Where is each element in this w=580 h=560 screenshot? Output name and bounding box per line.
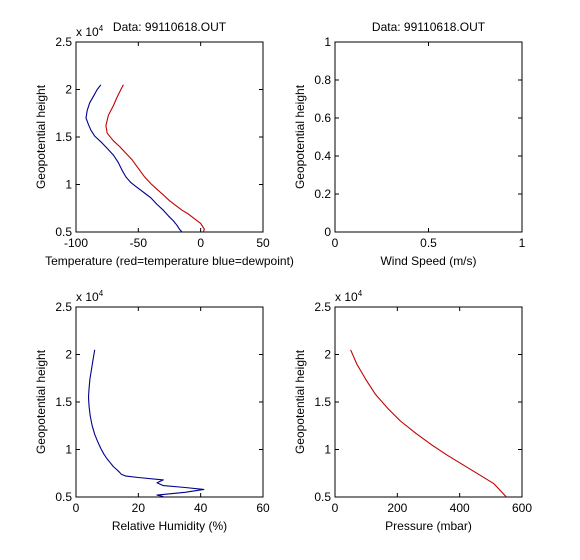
y-exponent-label: x 104	[335, 289, 363, 304]
y-tick-label: 0.8	[314, 73, 331, 87]
y-exponent-label: x 104	[76, 289, 104, 304]
y-exponent-label: x 104	[76, 24, 104, 39]
plot-frame	[334, 41, 523, 233]
x-tick-label: 40	[194, 501, 208, 515]
y-tick-label: 1	[324, 35, 331, 49]
y-tick-label: 0.4	[314, 149, 331, 163]
y-tick-label: 1	[65, 178, 72, 192]
y-tick-label: 2.5	[314, 300, 331, 314]
x-axis-label: Pressure (mbar)	[385, 519, 472, 533]
chart-title: Data: 99110618.OUT	[113, 20, 227, 34]
plot-frame	[75, 41, 264, 233]
x-tick-label: 1	[519, 236, 526, 250]
y-tick-label: 2.5	[55, 300, 72, 314]
x-tick-label: 600	[512, 501, 532, 515]
series-line-1	[87, 349, 205, 498]
plot-frame	[334, 306, 523, 498]
y-tick-label: 1.5	[314, 395, 331, 409]
y-axis-label: Geopotential height	[293, 84, 307, 189]
y-tick-label: 1.5	[55, 395, 72, 409]
y-tick-label: 0.5	[55, 225, 72, 239]
x-tick-label: 0	[332, 236, 339, 250]
x-tick-label: 20	[132, 501, 146, 515]
y-tick-label: 0	[324, 225, 331, 239]
chart-panel-4: 0 200 400 600 0.5 1 1.5 2 2.5 x 104 Pressure (mbar…	[293, 289, 532, 533]
series-line-1	[350, 349, 507, 498]
x-tick-label: 200	[387, 501, 407, 515]
y-tick-label: 2.5	[55, 35, 72, 49]
y-tick-label: 2	[65, 83, 72, 97]
y-axis-label: Geopotential height	[293, 349, 307, 454]
chart-panel-3: 0 20 40 60 0.5 1 1.5 2 2.5 x 104 Relative Humidity…	[34, 289, 270, 533]
x-tick-label: 0	[332, 501, 339, 515]
y-axis-label: Geopotential height	[34, 349, 48, 454]
y-tick-label: 0.2	[314, 187, 331, 201]
x-tick-label: 50	[256, 236, 270, 250]
x-axis-label: Relative Humidity (%)	[112, 519, 227, 533]
y-exponent-power: 4	[99, 24, 104, 33]
y-exponent-base: x 10	[76, 290, 99, 304]
y-tick-label: 2	[65, 348, 72, 362]
y-exponent-base: x 10	[76, 25, 99, 39]
y-exponent-base: x 10	[335, 290, 358, 304]
y-tick-label: 1.5	[55, 130, 72, 144]
y-tick-label: 0.6	[314, 111, 331, 125]
y-exponent-power: 4	[358, 289, 363, 298]
x-tick-label: 60	[256, 501, 270, 515]
x-tick-label: 0.5	[420, 236, 437, 250]
x-tick-label: -100	[64, 236, 88, 250]
series-line-1	[105, 84, 205, 233]
chart-panel-2: 0 0.5 1 0 0.2 0.4 0.6 0.8 1 Data: 99110618.OUT Win…	[293, 20, 526, 268]
plot-frame	[75, 306, 264, 498]
y-tick-label: 2	[324, 348, 331, 362]
x-axis-label: Temperature (red=temperature blue=dewpoi…	[45, 254, 294, 268]
x-tick-label: 0	[197, 236, 204, 250]
y-tick-label: 1	[324, 443, 331, 457]
y-tick-label: 0.5	[55, 490, 72, 504]
x-tick-label: -50	[130, 236, 148, 250]
x-tick-label: 0	[73, 501, 80, 515]
y-tick-label: 1	[65, 443, 72, 457]
y-axis-label: Geopotential height	[34, 84, 48, 189]
y-tick-label: 0.5	[314, 490, 331, 504]
chart-title: Data: 99110618.OUT	[372, 20, 486, 34]
chart-panel-1: -100 -50 0 50 0.5 1 1.5 2 2.5 x 104 Data: 99110618…	[34, 20, 294, 268]
y-exponent-power: 4	[99, 289, 104, 298]
x-axis-label: Wind Speed (m/s)	[380, 254, 476, 268]
series-line-2	[85, 84, 183, 233]
x-tick-label: 400	[450, 501, 470, 515]
